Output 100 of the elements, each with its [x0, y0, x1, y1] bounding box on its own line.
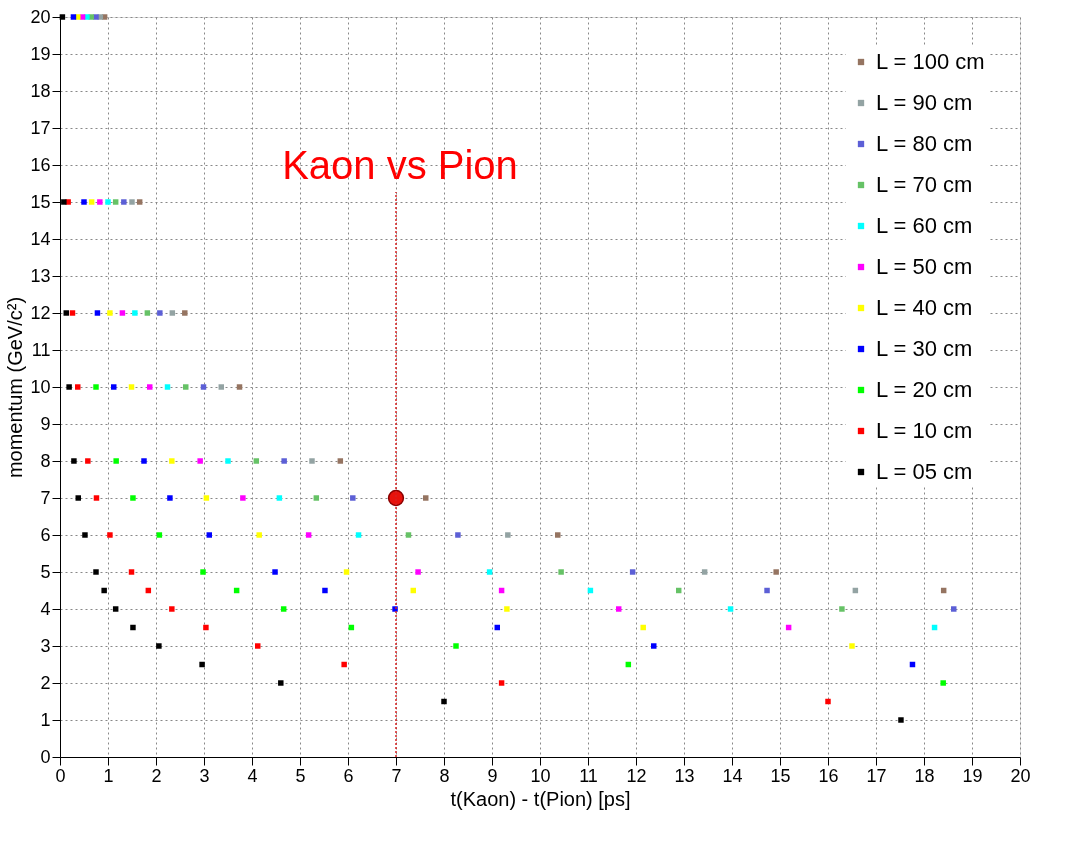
- x-tick-label: 13: [674, 765, 695, 786]
- x-tick-label: 16: [818, 765, 839, 786]
- y-tick-label: 8: [40, 450, 51, 471]
- point: [183, 384, 189, 390]
- point: [164, 384, 171, 390]
- point: [136, 199, 143, 205]
- point: [505, 532, 511, 538]
- point: [157, 310, 163, 316]
- legend-label: L = 40 cm: [876, 295, 973, 320]
- x-tick-label: 2: [151, 765, 162, 786]
- point: [132, 310, 138, 316]
- x-tick-label: 18: [914, 765, 935, 786]
- point: [130, 495, 136, 501]
- y-tick-label: 13: [30, 265, 51, 286]
- legend-label: L = 20 cm: [876, 377, 973, 402]
- point: [111, 384, 117, 390]
- point: [337, 458, 344, 464]
- x-tick-label: 11: [579, 765, 598, 786]
- y-tick-label: 5: [40, 561, 51, 582]
- x-tick-label: 3: [199, 765, 210, 786]
- point: [455, 532, 461, 538]
- legend-label: L = 30 cm: [876, 336, 973, 361]
- y-tick-label: 6: [40, 524, 51, 545]
- point: [197, 458, 203, 464]
- y-tick-label: 18: [30, 80, 51, 101]
- x-tick-label: 4: [247, 765, 258, 786]
- point: [558, 569, 564, 575]
- point: [281, 458, 287, 464]
- point: [305, 532, 312, 538]
- point: [839, 606, 845, 612]
- x-tick-label: 19: [962, 765, 983, 786]
- y-tick-label: 10: [30, 376, 51, 397]
- point: [206, 532, 213, 538]
- x-tick-label: 7: [391, 765, 402, 786]
- y-tick-label: 0: [40, 746, 51, 767]
- y-tick-label: 14: [30, 228, 51, 249]
- point: [322, 587, 328, 594]
- point: [355, 532, 362, 538]
- point: [898, 717, 904, 723]
- y-tick-label: 2: [40, 672, 51, 693]
- y-tick-label: 12: [30, 302, 51, 323]
- point: [415, 569, 421, 575]
- point: [764, 587, 770, 594]
- y-tick-label: 20: [30, 6, 51, 27]
- y-tick-label: 19: [30, 43, 51, 64]
- point: [225, 458, 231, 464]
- point: [71, 458, 77, 464]
- point: [253, 458, 260, 464]
- y-tick-label: 17: [30, 117, 51, 138]
- point: [940, 680, 946, 686]
- point: [169, 458, 175, 464]
- point: [169, 310, 176, 316]
- y-axis-title: momentum (GeV/c²): [4, 296, 27, 479]
- point: [61, 199, 67, 205]
- point: [93, 384, 99, 390]
- point: [107, 532, 113, 538]
- point: [156, 532, 163, 538]
- point: [640, 624, 646, 631]
- x-tick-label: 12: [626, 765, 647, 786]
- x-tick-label: 5: [295, 765, 306, 786]
- point: [343, 569, 350, 575]
- y-tick-label: 1: [40, 709, 51, 730]
- point: [256, 532, 262, 538]
- point: [182, 310, 188, 316]
- point: [341, 661, 347, 668]
- point: [169, 606, 175, 612]
- point: [405, 532, 412, 538]
- point: [94, 310, 101, 316]
- y-tick-label: 15: [30, 191, 51, 212]
- point: [727, 606, 734, 612]
- point: [200, 569, 206, 575]
- point: [350, 495, 356, 501]
- point: [112, 199, 119, 205]
- point: [203, 624, 209, 631]
- x-tick-label: 10: [530, 765, 551, 786]
- point: [486, 569, 493, 575]
- legend-label: L = 05 cm: [876, 459, 973, 484]
- point: [79, 14, 86, 20]
- point: [141, 458, 147, 464]
- point: [121, 199, 127, 205]
- point: [129, 199, 135, 205]
- point: [453, 643, 459, 649]
- point: [69, 310, 76, 316]
- point: [93, 495, 100, 501]
- point: [272, 569, 278, 575]
- point: [423, 495, 429, 501]
- point: [130, 624, 136, 631]
- point: [255, 643, 261, 649]
- point: [107, 310, 113, 316]
- point: [651, 643, 657, 649]
- point: [101, 587, 107, 594]
- point: [218, 384, 225, 390]
- x-tick-label: 8: [439, 765, 450, 786]
- point: [93, 14, 99, 20]
- legend-label: L = 80 cm: [876, 131, 973, 156]
- point: [701, 569, 708, 575]
- point: [82, 532, 88, 538]
- point: [147, 384, 153, 390]
- point: [199, 661, 205, 668]
- point: [75, 495, 81, 501]
